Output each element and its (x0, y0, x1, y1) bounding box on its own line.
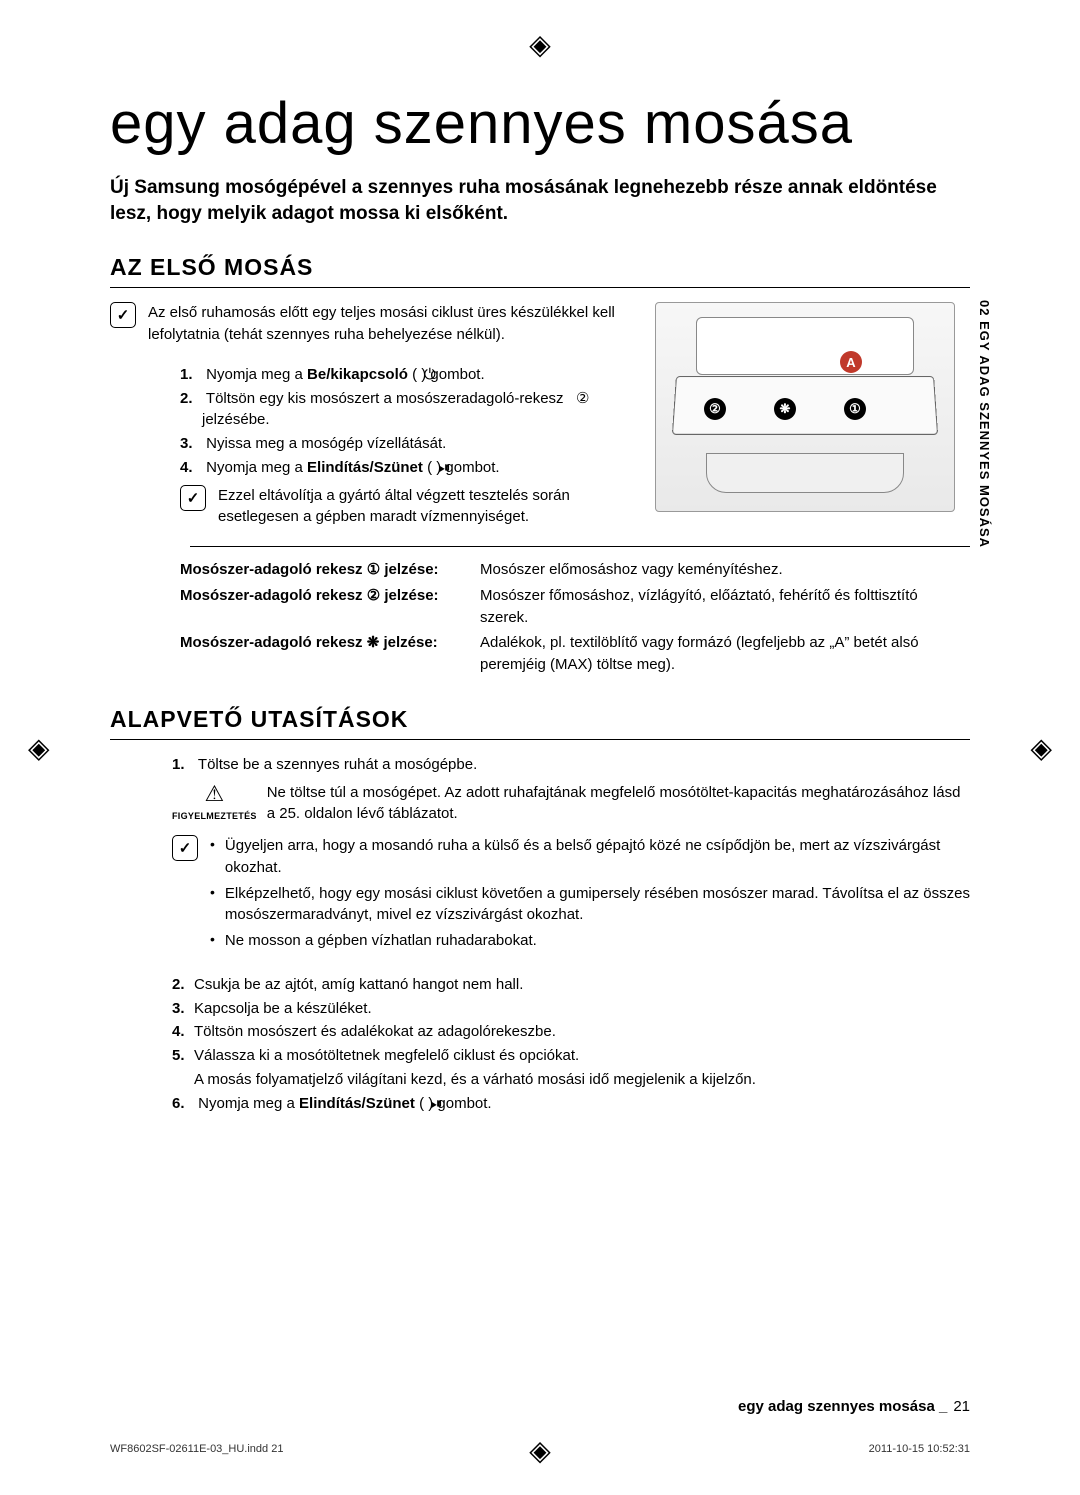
step-text: Nyissa meg a mosógép vízellátását. (206, 435, 446, 452)
footer-title: egy adag szennyes mosása _ (738, 1398, 947, 1415)
warning-caption: FIGYELMEZTETÉS (172, 811, 257, 821)
comp-label: Mosószer-adagoló rekesz ① jelzése: (180, 559, 480, 581)
step-text-b: ( ) gombot. (423, 459, 500, 476)
play-pause-icon: ⏯ (436, 457, 454, 479)
bullet-item: •Ügyeljen arra, hogy a mosandó ruha a kü… (210, 835, 970, 879)
comp-desc: Mosószer előmosáshoz vagy keményítéshez. (480, 559, 970, 581)
subnote-text: Ezzel eltávolítja a gyártó által végzett… (218, 485, 620, 529)
check-icon: ✓ (180, 485, 206, 511)
print-metadata: WF8602SF-02611E-03_HU.indd 21 2011-10-15… (110, 1443, 970, 1455)
comp-label: Mosószer-adagoló rekesz ❋ jelzése: (180, 632, 480, 676)
print-file: WF8602SF-02611E-03_HU.indd 21 (110, 1443, 283, 1455)
step-num: 4. (172, 1021, 194, 1043)
basic-step-6: 6. Nyomja meg a Elindítás/Szünet ( ) gom… (172, 1093, 970, 1115)
step-num: 6. (172, 1093, 194, 1115)
bullet-item: •Elképzelhető, hogy egy mosási ciklust k… (210, 883, 970, 927)
step-text-b: ( ) gombot. (408, 366, 485, 383)
step-text: Töltsön mosószert és adalékokat az adago… (194, 1023, 556, 1040)
check-icon: ✓ (172, 835, 198, 861)
comp-desc: Mosószer főmosáshoz, vízlágyító, előázta… (480, 585, 970, 629)
side-tab: 02 EGY ADAG SZENNYES MOSÁSA (977, 300, 992, 548)
step-text: Nyomja meg a (206, 459, 307, 476)
step-text: Töltse be a szennyes ruhát a mosógépbe. (198, 756, 477, 773)
comp-label: Mosószer-adagoló rekesz ② jelzése: (180, 585, 480, 629)
step-bold: Elindítás/Szünet (307, 459, 423, 476)
basic-step-5: 5.Válassza ki a mosótöltetnek megfelelő … (172, 1045, 970, 1067)
note-first-wash-text: Az első ruhamosás előtt egy teljes mosás… (148, 302, 620, 346)
step-text: Nyomja meg a (198, 1095, 299, 1112)
check-icon: ✓ (110, 302, 136, 328)
page-footer: egy adag szennyes mosása _ 21 (110, 1397, 970, 1415)
drawer-top (696, 317, 914, 375)
compartment-descriptions: Mosószer-adagoló rekesz ① jelzése: Mosós… (110, 559, 970, 676)
step-bold: Elindítás/Szünet (299, 1095, 415, 1112)
crop-mark-right: ◈ (1030, 731, 1052, 764)
step-text: Kapcsolja be a készüléket. (194, 1000, 372, 1017)
basic-step-1: 1. Töltse be a szennyes ruhát a mosógépb… (172, 754, 970, 776)
warning-overload: ⚠ FIGYELMEZTETÉS Ne töltse túl a mosógép… (110, 782, 970, 826)
compartment2-inline-icon: ② (574, 388, 592, 410)
basic-bullet-group: ✓ •Ügyeljen arra, hogy a mosandó ruha a … (110, 835, 970, 956)
step-num: 3. (180, 433, 202, 455)
crop-mark-top: ◈ (529, 28, 551, 61)
drawer-handle (706, 453, 904, 493)
step-text: Csukja be az ajtót, amíg kattanó hangot … (194, 976, 523, 993)
heading-basic-instructions: ALAPVETŐ UTASÍTÁSOK (110, 706, 970, 740)
step-2: 2. Töltsön egy kis mosószert a mosószera… (180, 388, 620, 432)
step-text: Töltsön egy kis mosószert a mosószeradag… (206, 390, 568, 407)
bullet-text: Elképzelhető, hogy egy mosási ciklust kö… (225, 883, 970, 927)
footer-page: 21 (953, 1398, 970, 1415)
step-text: Válassza ki a mosótöltetnek megfelelő ci… (194, 1047, 579, 1064)
step-num: 3. (172, 998, 194, 1020)
step-text: A mosás folyamatjelző világítani kezd, é… (194, 1071, 756, 1088)
print-timestamp: 2011-10-15 10:52:31 (869, 1443, 970, 1455)
step-3: 3. Nyissa meg a mosógép vízellátását. (180, 433, 620, 455)
comp-desc: Adalékok, pl. textilöblítő vagy formázó … (480, 632, 970, 676)
bullet-dot: • (210, 883, 215, 927)
bullet-text: Ne mosson a gépben vízhatlan ruhadarabok… (225, 930, 537, 952)
step-1: 1. Nyomja meg a Be/kikapcsoló ( ) gombot… (180, 364, 620, 386)
basic-step-2: 2.Csukja be az ajtót, amíg kattanó hango… (172, 974, 970, 996)
basic-steps: 1. Töltse be a szennyes ruhát a mosógépb… (110, 754, 970, 776)
bullet-text: Ügyeljen arra, hogy a mosandó ruha a kül… (225, 835, 970, 879)
basic-step-3: 3.Kapcsolja be a készüléket. (172, 998, 970, 1020)
step-num: 1. (172, 754, 194, 776)
bullet-dot: • (210, 930, 215, 952)
heading-first-wash: AZ ELSŐ MOSÁS (110, 254, 970, 288)
page-title: egy adag szennyes mosása (110, 90, 970, 157)
play-pause-icon: ⏯ (428, 1093, 446, 1115)
step-num: 1. (180, 364, 202, 386)
lead-paragraph: Új Samsung mosógépével a szennyes ruha m… (110, 175, 970, 226)
detergent-drawer-illustration: ② A ② ❋ ① (655, 302, 955, 512)
first-wash-steps: 1. Nyomja meg a Be/kikapcsoló ( ) gombot… (110, 364, 620, 479)
basic-step-5b: A mosás folyamatjelző világítani kezd, é… (172, 1069, 970, 1091)
step-text-b: ( ) gombot. (415, 1095, 492, 1112)
step-num: 2. (180, 388, 202, 410)
crop-mark-left: ◈ (28, 731, 50, 764)
divider (190, 546, 970, 547)
step-bold: Be/kikapcsoló (307, 366, 408, 383)
subnote-residual-water: ✓ Ezzel eltávolítja a gyártó által végze… (110, 485, 620, 529)
basic-steps-cont: 2.Csukja be az ajtót, amíg kattanó hango… (110, 974, 970, 1115)
bullet-item: • Ne mosson a gépben vízhatlan ruhadarabo… (210, 930, 970, 952)
step-text: Nyomja meg a (206, 366, 307, 383)
warning-text: Ne töltse túl a mosógépet. Az adott ruha… (267, 782, 970, 826)
basic-step-4: 4.Töltsön mosószert és adalékokat az ada… (172, 1021, 970, 1043)
step-text-b: jelzésébe. (180, 411, 270, 428)
step-4: 4. Nyomja meg a Elindítás/Szünet ( ) gom… (180, 457, 620, 479)
bullet-dot: • (210, 835, 215, 879)
note-first-wash: ✓ Az első ruhamosás előtt egy teljes mos… (110, 302, 620, 346)
step-num: 4. (180, 457, 202, 479)
step-num: 5. (172, 1045, 194, 1067)
power-icon: ⏻ (421, 364, 439, 386)
warning-icon: ⚠ (200, 782, 228, 806)
step-num: 2. (172, 974, 194, 996)
